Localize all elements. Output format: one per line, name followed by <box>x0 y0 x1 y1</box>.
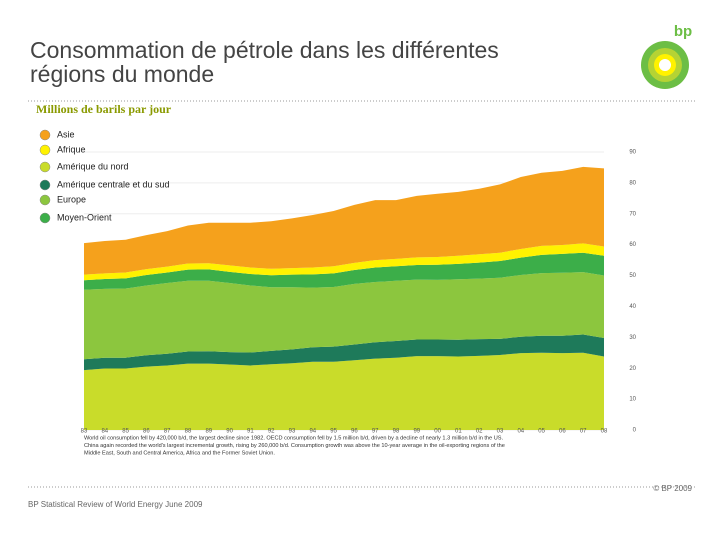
legend-swatch <box>39 212 51 224</box>
legend-swatch <box>39 179 51 191</box>
y-tick-label: 10 <box>629 397 636 403</box>
y-tick-label: 40 <box>629 304 636 310</box>
x-tick-label: 98 <box>393 429 400 435</box>
note: Middle East, South and Central America, … <box>84 450 275 456</box>
area <box>84 166 604 275</box>
x-tick-label: 89 <box>205 429 212 435</box>
subtitle: Millions de barils par jour <box>36 102 172 116</box>
x-tick-label: 87 <box>164 429 171 435</box>
y-tick-label: 90 <box>629 150 636 156</box>
x-tick-label: 08 <box>601 429 608 435</box>
source: BP Statistical Review of World Energy Ju… <box>28 500 203 509</box>
y-tick-label: 80 <box>629 180 636 186</box>
legend-label: Europe <box>57 194 86 204</box>
note: World oil consumption fell by 420,000 b/… <box>84 435 503 441</box>
legend-label: Afrique <box>57 144 86 154</box>
x-tick-label: 99 <box>413 429 420 435</box>
legend-swatch <box>39 194 51 206</box>
x-tick-label: 86 <box>143 429 150 435</box>
x-tick-label: 93 <box>289 429 296 435</box>
legend-label: Amérique centrale et du sud <box>57 179 170 189</box>
area <box>84 243 604 281</box>
y-tick-label: 30 <box>629 335 636 341</box>
x-tick-label: 04 <box>517 429 524 435</box>
x-tick-label: 00 <box>434 429 441 435</box>
x-tick-label: 07 <box>580 429 587 435</box>
legend-swatch <box>39 161 51 173</box>
x-tick-label: 03 <box>497 429 504 435</box>
legend-label: Amérique du nord <box>57 161 129 171</box>
note: China again recorded the world's largest… <box>84 443 505 449</box>
copyright: © BP 2009 <box>653 484 692 493</box>
y-tick-label: 20 <box>629 366 636 372</box>
x-tick-label: 95 <box>330 429 337 435</box>
y-tick-label: 0 <box>633 428 637 434</box>
x-tick-label: 94 <box>309 429 316 435</box>
x-tick-label: 84 <box>101 429 108 435</box>
area <box>84 252 604 290</box>
y-tick-label: 50 <box>629 273 636 279</box>
title: Consommation de pétrole dans les différe… <box>30 37 499 63</box>
area <box>84 352 604 430</box>
x-tick-label: 02 <box>476 429 483 435</box>
x-tick-label: 85 <box>122 429 129 435</box>
area <box>84 272 604 360</box>
x-tick-label: 97 <box>372 429 379 435</box>
x-tick-label: 88 <box>185 429 192 435</box>
legend-label: Moyen-Orient <box>57 212 112 222</box>
x-tick-label: 96 <box>351 429 358 435</box>
area <box>84 334 604 371</box>
legend-label: Asie <box>57 129 75 139</box>
x-tick-label: 01 <box>455 429 462 435</box>
x-tick-label: 06 <box>559 429 566 435</box>
y-tick-label: 60 <box>629 242 636 248</box>
bp-logo <box>641 41 689 89</box>
logo-text: bp <box>674 23 692 40</box>
x-tick-label: 91 <box>247 429 254 435</box>
x-tick-label: 83 <box>81 429 88 435</box>
y-tick-label: 70 <box>629 211 636 217</box>
x-tick-label: 05 <box>538 429 545 435</box>
legend-swatch <box>39 144 51 156</box>
title: régions du monde <box>30 61 214 87</box>
x-tick-label: 90 <box>226 429 233 435</box>
x-tick-label: 92 <box>268 429 275 435</box>
legend-swatch <box>39 129 51 141</box>
